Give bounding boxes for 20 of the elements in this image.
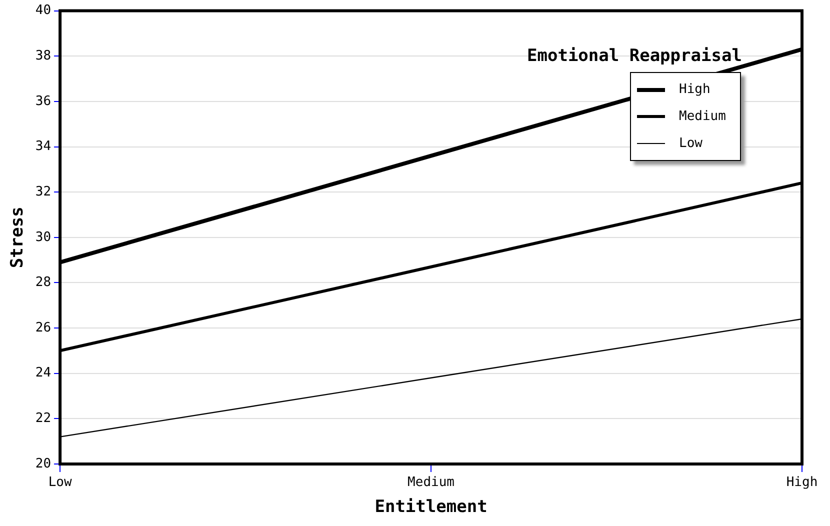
y-tick-label: 24: [35, 366, 52, 381]
y-tick-label: 40: [35, 3, 52, 18]
y-tick-label: 22: [35, 411, 52, 426]
y-tick-label: 38: [35, 48, 52, 64]
y-tick-label: 26: [35, 320, 52, 336]
y-tick-label: 36: [35, 94, 52, 109]
x-tick-label: Medium: [408, 475, 455, 490]
y-tick-label: 20: [35, 456, 52, 472]
y-axis-title: Stress: [8, 206, 28, 268]
x-axis-title: Entitlement: [374, 497, 488, 518]
y-tick-label: 30: [35, 230, 52, 245]
legend-label: High: [679, 82, 710, 97]
x-tick-label: High: [786, 475, 818, 490]
y-tick-label: 28: [35, 275, 52, 290]
legend-title: Emotional Reappraisal: [527, 46, 742, 66]
legend-label: Medium: [679, 109, 726, 124]
legend-label: Low: [679, 136, 702, 151]
y-tick-label: 32: [35, 184, 52, 200]
x-tick-label: Low: [48, 475, 72, 490]
y-tick-label: 34: [35, 139, 52, 154]
